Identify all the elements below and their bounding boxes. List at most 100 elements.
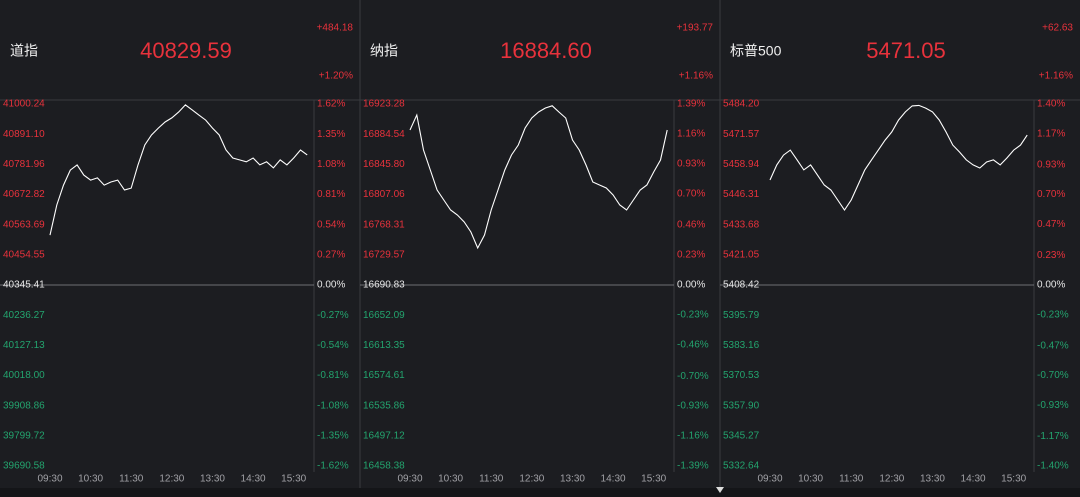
y-tick-label: 16497.12	[363, 430, 405, 441]
y2-tick-label: -1.39%	[677, 461, 709, 472]
y-tick-label: 40018.00	[3, 370, 45, 381]
x-tick-label: 12:30	[879, 474, 904, 485]
y2-tick-label: -0.93%	[1037, 400, 1069, 411]
y-tick-label: 5421.05	[723, 249, 760, 260]
y2-tick-label: 1.39%	[677, 99, 705, 110]
x-tick-label: 11:30	[839, 474, 864, 485]
y2-tick-label: 0.46%	[677, 220, 705, 231]
x-tick-label: 10:30	[438, 474, 463, 485]
index-name: 标普500	[730, 43, 782, 59]
y-tick-label: 40127.13	[3, 340, 45, 351]
y2-tick-label: 0.47%	[1037, 219, 1065, 230]
y2-tick-label: -1.17%	[1037, 431, 1069, 442]
y2-tick-label: 0.00%	[1037, 280, 1065, 291]
x-tick-label: 11:30	[479, 474, 504, 485]
y-tick-label: 5332.64	[723, 461, 760, 472]
x-tick-label: 15:30	[281, 474, 306, 485]
y-tick-label: 16613.35	[363, 340, 405, 351]
y2-tick-label: 0.70%	[677, 188, 705, 199]
y2-tick-label: -0.46%	[677, 340, 709, 351]
x-tick-label: 14:30	[961, 474, 986, 485]
y2-tick-label: -1.40%	[1037, 461, 1069, 472]
x-tick-label: 13:30	[560, 474, 585, 485]
y2-tick-label: 1.62%	[317, 99, 345, 110]
y-tick-label: 5484.20	[723, 99, 760, 110]
y2-tick-label: 0.93%	[1037, 159, 1065, 170]
y-tick-label: 16535.86	[363, 400, 405, 411]
x-tick-label: 09:30	[37, 474, 62, 485]
x-tick-label: 12:30	[159, 474, 184, 485]
x-tick-label: 13:30	[200, 474, 225, 485]
y2-tick-label: 1.16%	[677, 129, 705, 140]
y-tick-label: 40672.82	[3, 189, 45, 200]
y-tick-label: 16652.09	[363, 310, 405, 321]
y-tick-label: 40781.96	[3, 159, 45, 170]
y2-tick-label: -1.08%	[317, 400, 349, 411]
y-tick-label: 5357.90	[723, 400, 760, 411]
x-tick-label: 10:30	[78, 474, 103, 485]
y2-tick-label: 0.54%	[317, 219, 345, 230]
y-tick-label: 5446.31	[723, 189, 760, 200]
y-tick-label: 39799.72	[3, 430, 45, 441]
y2-tick-label: -0.47%	[1037, 340, 1069, 351]
y-tick-label: 5395.79	[723, 310, 760, 321]
y-tick-label: 16807.06	[363, 189, 405, 200]
last-price: 16884.60	[500, 38, 592, 63]
x-tick-label: 09:30	[397, 474, 422, 485]
y-tick-label: 40454.55	[3, 249, 45, 260]
y2-tick-label: 1.17%	[1037, 128, 1065, 139]
change: +193.77	[677, 23, 714, 34]
y2-tick-label: 0.93%	[677, 159, 705, 170]
index-name: 道指	[10, 43, 38, 59]
x-tick-label: 15:30	[641, 474, 666, 485]
y2-tick-label: 1.35%	[317, 129, 345, 140]
y2-tick-label: -0.27%	[317, 310, 349, 321]
y2-tick-label: -1.62%	[317, 461, 349, 472]
y-tick-label: 5370.53	[723, 370, 760, 381]
index-name: 纳指	[370, 43, 398, 59]
y2-tick-label: -0.23%	[1037, 309, 1069, 320]
y2-tick-label: 0.70%	[1037, 189, 1065, 200]
y2-tick-label: -1.35%	[317, 430, 349, 441]
y2-tick-label: -1.16%	[677, 431, 709, 442]
y-tick-label: 16729.57	[363, 249, 405, 260]
y-tick-label: 40563.69	[3, 219, 45, 230]
y2-tick-label: 0.00%	[317, 280, 345, 291]
y2-tick-label: 0.00%	[677, 280, 705, 291]
y2-tick-label: 0.23%	[677, 250, 705, 261]
change: +62.63	[1042, 23, 1073, 34]
y-tick-label: 40345.41	[3, 280, 45, 291]
y2-tick-label: 1.40%	[1037, 99, 1065, 110]
y2-tick-label: -0.70%	[677, 371, 709, 382]
y-tick-label: 41000.24	[3, 99, 45, 110]
y-tick-label: 16574.61	[363, 370, 405, 381]
x-tick-label: 09:30	[757, 474, 782, 485]
x-tick-label: 13:30	[920, 474, 945, 485]
x-tick-label: 10:30	[798, 474, 823, 485]
y-tick-label: 5383.16	[723, 340, 760, 351]
y-tick-label: 16690.83	[363, 280, 405, 291]
x-tick-label: 15:30	[1001, 474, 1026, 485]
price-line	[769, 104, 1028, 211]
y2-tick-label: 1.08%	[317, 159, 345, 170]
change: +484.18	[317, 23, 354, 34]
x-tick-label: 14:30	[601, 474, 626, 485]
y2-tick-label: 0.23%	[1037, 250, 1065, 261]
y-tick-label: 5345.27	[723, 430, 760, 441]
price-line	[49, 104, 308, 236]
last-price: 40829.59	[140, 38, 232, 63]
y2-tick-label: -0.23%	[677, 310, 709, 321]
change-pct: +1.16%	[1039, 71, 1073, 82]
y-tick-label: 40236.27	[3, 310, 45, 321]
y2-tick-label: -0.70%	[1037, 370, 1069, 381]
y-tick-label: 40891.10	[3, 129, 45, 140]
change-pct: +1.16%	[679, 71, 713, 82]
x-tick-label: 12:30	[519, 474, 544, 485]
y-tick-label: 5471.57	[723, 129, 760, 140]
y-tick-label: 5408.42	[723, 280, 760, 291]
collapse-arrow[interactable]	[716, 487, 724, 493]
y-tick-label: 39908.86	[3, 400, 45, 411]
y-tick-label: 39690.58	[3, 461, 45, 472]
